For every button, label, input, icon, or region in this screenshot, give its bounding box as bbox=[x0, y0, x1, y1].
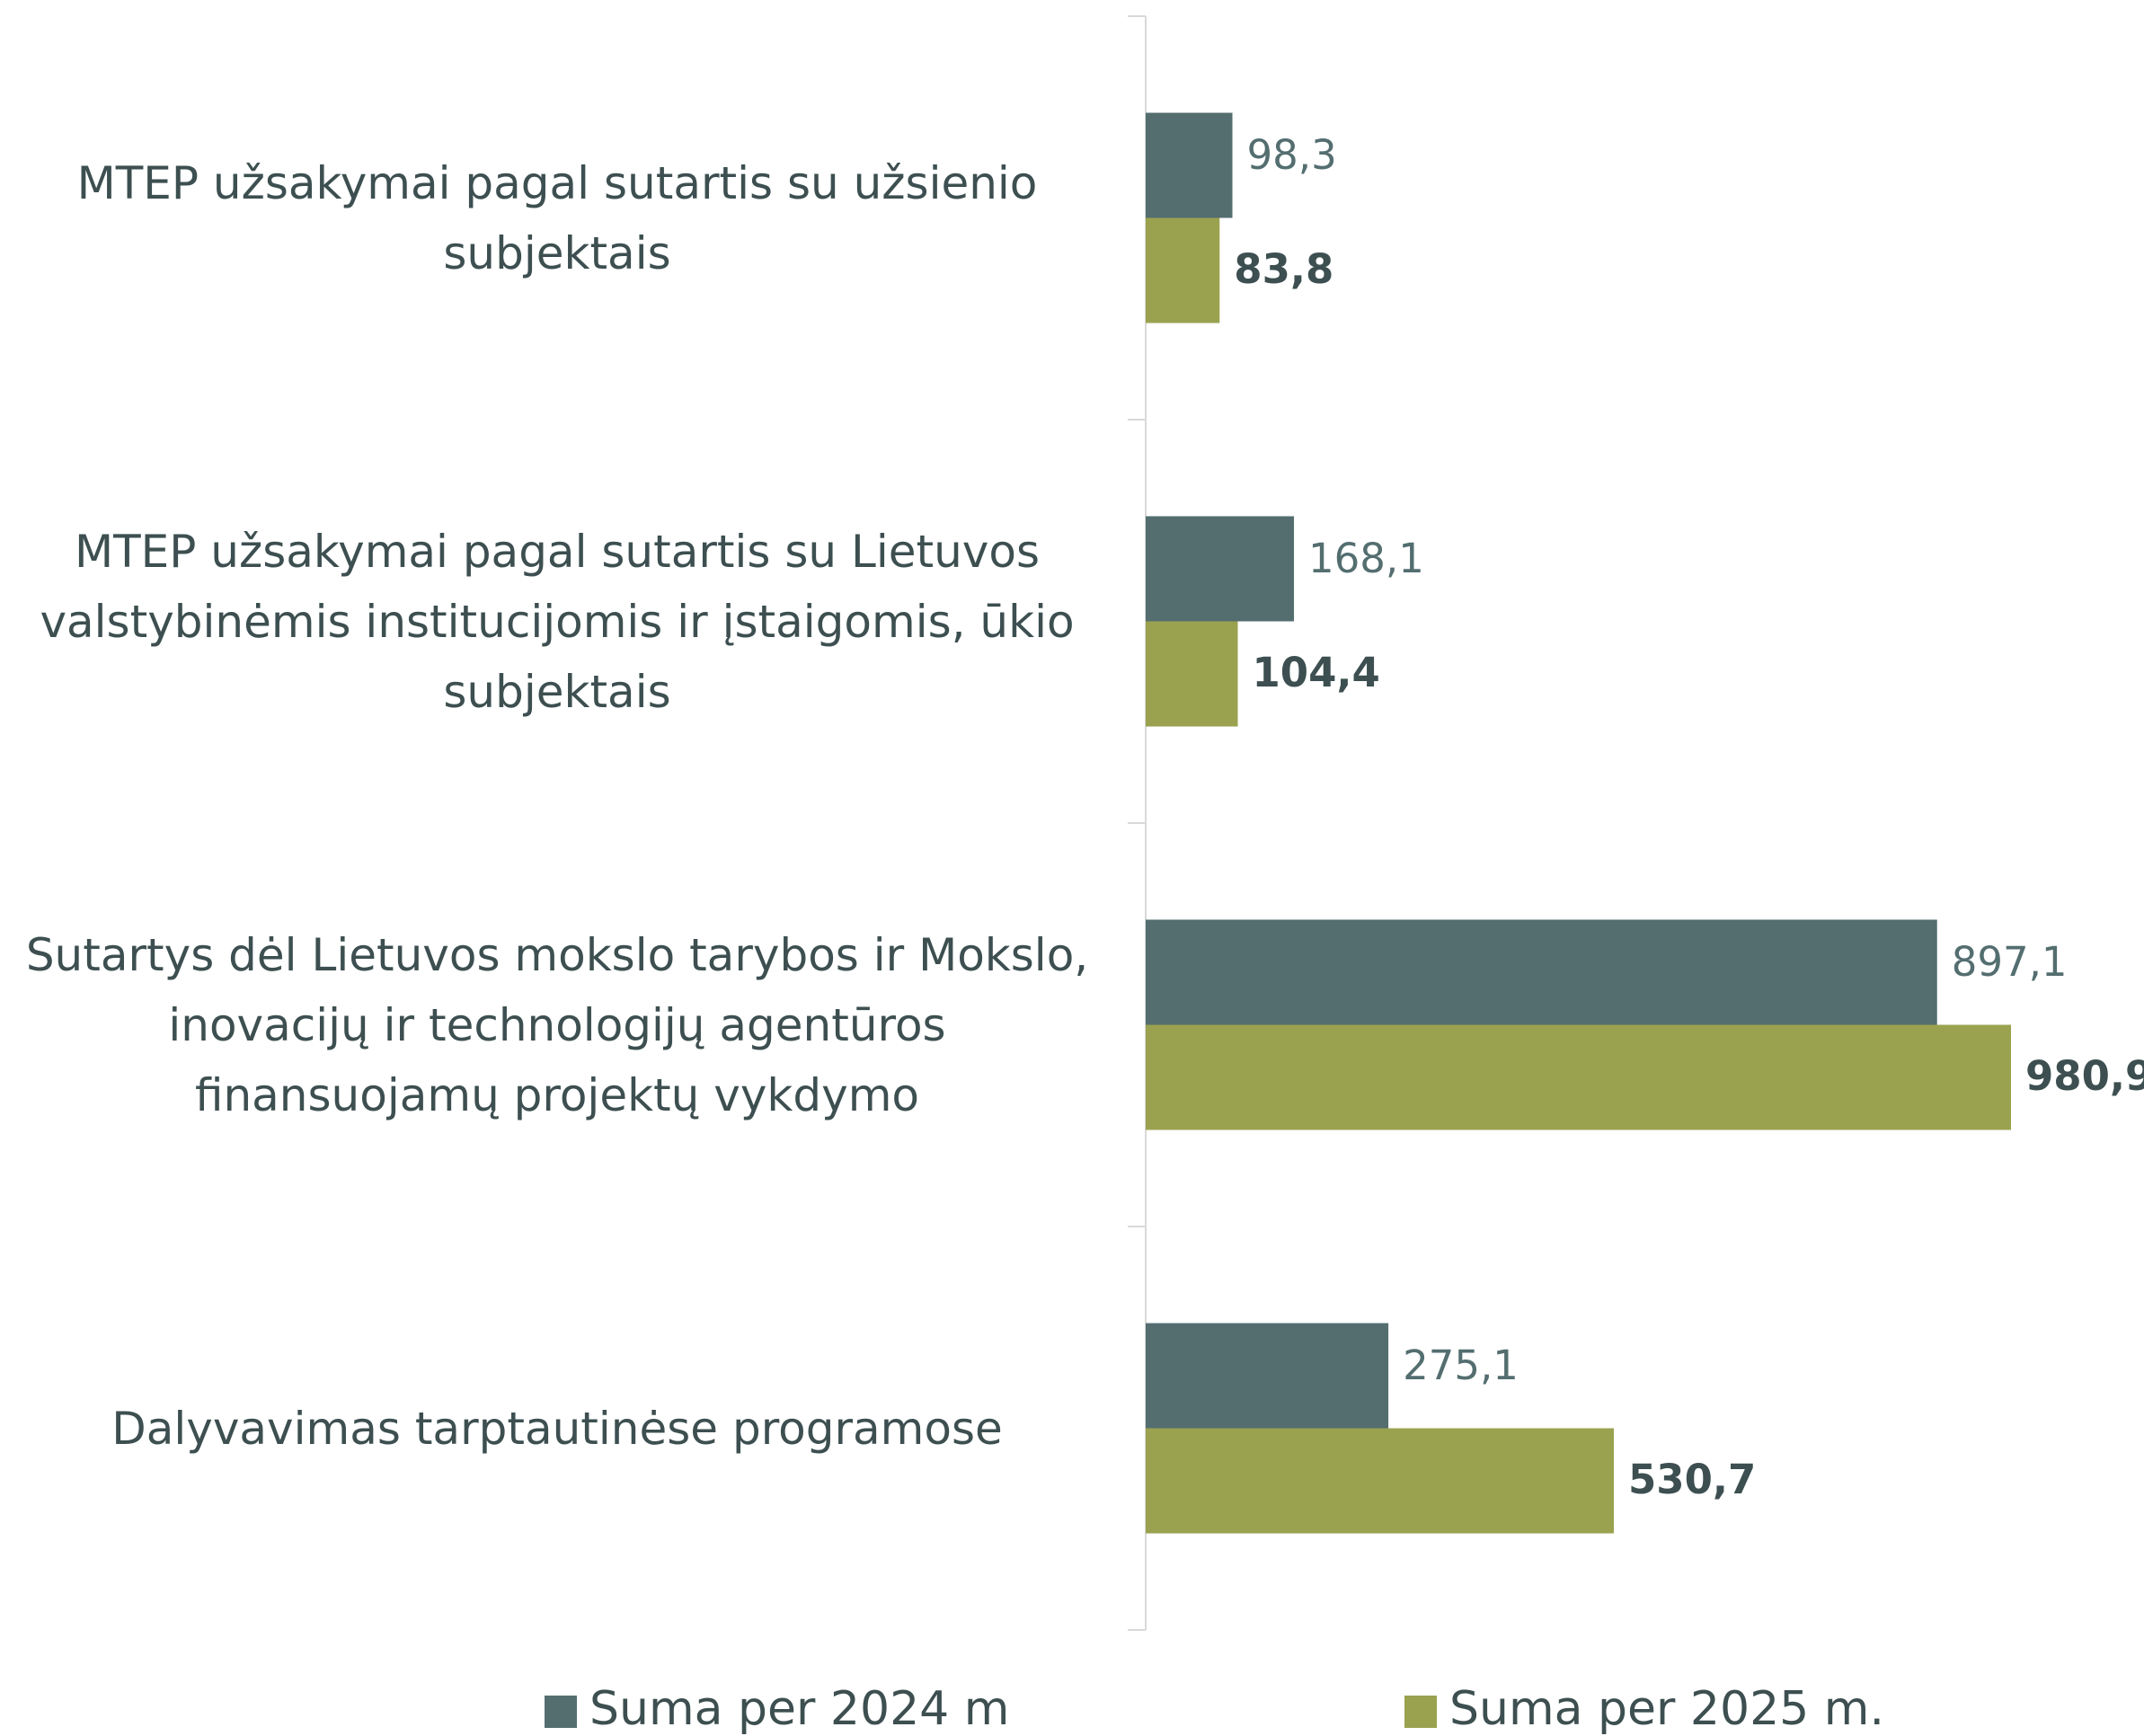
bar bbox=[1146, 919, 1937, 1025]
legend-label: Suma per 2025 m. bbox=[1449, 1682, 1884, 1736]
value-label: 104,4 bbox=[1252, 649, 1379, 696]
category-label: MTEP užsakymai pagal sutartis su užsieni… bbox=[76, 156, 1038, 279]
value-label: 83,8 bbox=[1234, 245, 1333, 293]
legend-swatch bbox=[1404, 1696, 1437, 1728]
bar bbox=[1146, 217, 1220, 323]
value-label: 530,7 bbox=[1628, 1456, 1756, 1503]
value-label: 98,3 bbox=[1247, 131, 1337, 179]
bar bbox=[1146, 1323, 1389, 1429]
legend-swatch bbox=[545, 1696, 577, 1728]
bar bbox=[1146, 1428, 1615, 1534]
bar bbox=[1146, 621, 1238, 727]
bar bbox=[1146, 1024, 2011, 1130]
category-label: Sutartys dėl Lietuvos mokslo tarybos ir … bbox=[25, 928, 1089, 1121]
value-label: 980,9 bbox=[2025, 1052, 2144, 1100]
category-label: MTEP užsakymai pagal sutartis su Lietuvo… bbox=[40, 525, 1075, 718]
value-label: 897,1 bbox=[1952, 938, 2068, 986]
value-label: 168,1 bbox=[1308, 535, 1424, 582]
bar bbox=[1146, 112, 1233, 218]
value-label: 275,1 bbox=[1403, 1342, 1519, 1389]
legend-label: Suma per 2024 m bbox=[589, 1682, 1009, 1736]
category-label: Dalyvavimas tarptautinėse programose bbox=[111, 1402, 1003, 1455]
bar bbox=[1146, 516, 1295, 622]
